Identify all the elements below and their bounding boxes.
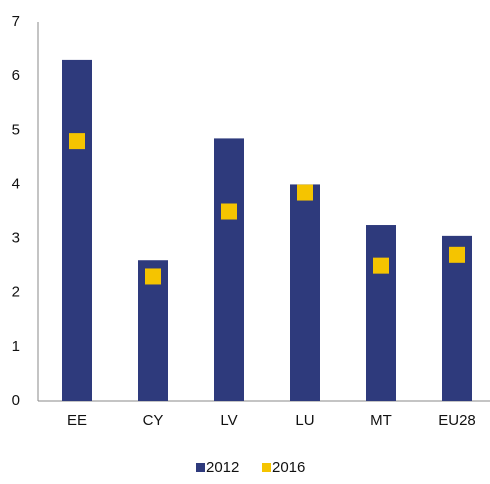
legend-swatch — [262, 463, 271, 472]
marker — [145, 268, 161, 285]
bar — [290, 184, 320, 401]
y-tick-label: 0 — [12, 392, 20, 409]
bar — [366, 225, 396, 401]
y-tick-label: 2 — [12, 284, 20, 301]
y-tick-label: 3 — [12, 230, 20, 247]
y-tick-label: 5 — [12, 121, 20, 138]
bar — [442, 235, 472, 401]
marker — [373, 257, 389, 274]
legend-swatch — [196, 463, 205, 472]
bar — [214, 138, 244, 401]
bar — [62, 59, 92, 402]
y-tick-label: 7 — [12, 13, 20, 30]
x-tick-label: LU — [295, 412, 314, 429]
marker — [449, 246, 465, 263]
marker — [221, 203, 237, 220]
y-tick-label: 6 — [12, 67, 20, 84]
legend-label: 2016 — [272, 459, 305, 476]
marker — [297, 184, 313, 201]
x-tick-label: EU28 — [438, 412, 476, 429]
marker — [69, 133, 85, 150]
x-tick-label: CY — [143, 412, 164, 429]
x-tick-label: MT — [370, 412, 392, 429]
y-tick-label: 4 — [12, 175, 20, 192]
legend-label: 2012 — [206, 459, 239, 476]
x-tick-label: LV — [220, 412, 237, 429]
y-tick-label: 1 — [12, 338, 20, 355]
x-tick-label: EE — [67, 412, 87, 429]
